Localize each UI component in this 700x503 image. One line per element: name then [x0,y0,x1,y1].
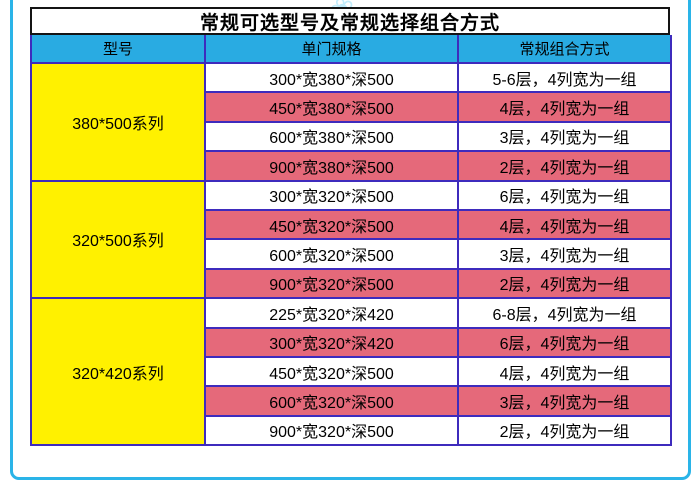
spec-cell: 600*宽380*深500 [204,120,459,153]
table-row: 900*宽380*深500 2层，4列宽为一组 [31,150,672,182]
table-row: 320*420系列 225*宽320*深420 6-8层，4列宽为一组 [30,297,672,447]
combo-cell: 4层，4列宽为一组 [457,91,672,123]
col-header-spec: 单门规格 [204,35,459,64]
spec-cell: 300*宽380*深500 [204,61,459,94]
spec-cell: 300*宽320*深500 [204,179,459,211]
combo-cell: 3层，4列宽为一组 [457,238,672,270]
spec-cell: 900*宽380*深500 [204,150,459,182]
model-cell: 380*500系列 [30,62,206,182]
table-row: 450*宽320*深500 4层，4列宽为一组 [31,208,672,241]
header-row: 型号 单门规格 常规组合方式 [30,35,672,64]
combo-cell: 3层，4列宽为一组 [457,120,672,153]
table-row: 300*宽320*深420 6层，4列宽为一组 [31,326,672,358]
table-row: 600*宽380*深500 3层，4列宽为一组 [31,120,672,153]
model-cell: 320*420系列 [30,297,206,447]
spec-cell: 450*宽380*深500 [204,91,459,123]
combo-cell: 4层，4列宽为一组 [457,208,672,241]
table-title: 常规可选型号及常规选择组合方式 [30,7,670,35]
combo-cell: 6-8层，4列宽为一组 [457,297,672,329]
spec-cell: 900*宽320*深500 [204,414,459,447]
col-header-model: 型号 [30,35,206,64]
spec-cell: 225*宽320*深420 [204,297,459,329]
combo-cell: 2层，4列宽为一组 [457,150,672,182]
table-row: 450*宽320*深500 4层，4列宽为一组 [31,355,672,388]
model-cell: 320*500系列 [30,179,206,300]
combo-cell: 3层，4列宽为一组 [457,385,672,417]
spec-cell: 450*宽320*深500 [204,208,459,241]
table-row: 600*宽320*深500 3层，4列宽为一组 [31,385,672,417]
combo-cell: 2层，4列宽为一组 [457,414,672,447]
combo-cell: 4层，4列宽为一组 [457,355,672,388]
spec-cell: 600*宽320*深500 [204,385,459,417]
spec-cell: 300*宽320*深420 [204,326,459,358]
spec-cell: 450*宽320*深500 [204,355,459,388]
combo-cell: 6层，4列宽为一组 [457,179,672,211]
spec-grid: 型号 单门规格 常规组合方式 380*500系列 300*宽380*深500 5… [30,35,672,447]
table-row: 900*宽320*深500 2层，4列宽为一组 [31,267,672,300]
combo-cell: 2层，4列宽为一组 [457,267,672,300]
table-row: 900*宽320*深500 2层，4列宽为一组 [31,414,672,447]
spec-cell: 600*宽320*深500 [204,238,459,270]
table-row: 380*500系列 300*宽380*深500 5-6层，4列宽为一组 [30,61,672,182]
table-row: 320*500系列 300*宽320*深500 6层，4列宽为一组 [30,179,672,300]
col-header-combo: 常规组合方式 [457,35,672,64]
combo-cell: 5-6层，4列宽为一组 [457,61,672,94]
spec-table: 常规可选型号及常规选择组合方式 型号 单门规格 常规组合方式 380*500系列… [30,7,672,447]
table-row: 600*宽320*深500 3层，4列宽为一组 [31,238,672,270]
spec-cell: 900*宽320*深500 [204,267,459,300]
combo-cell: 6层，4列宽为一组 [457,326,672,358]
table-row: 450*宽380*深500 4层，4列宽为一组 [31,91,672,123]
